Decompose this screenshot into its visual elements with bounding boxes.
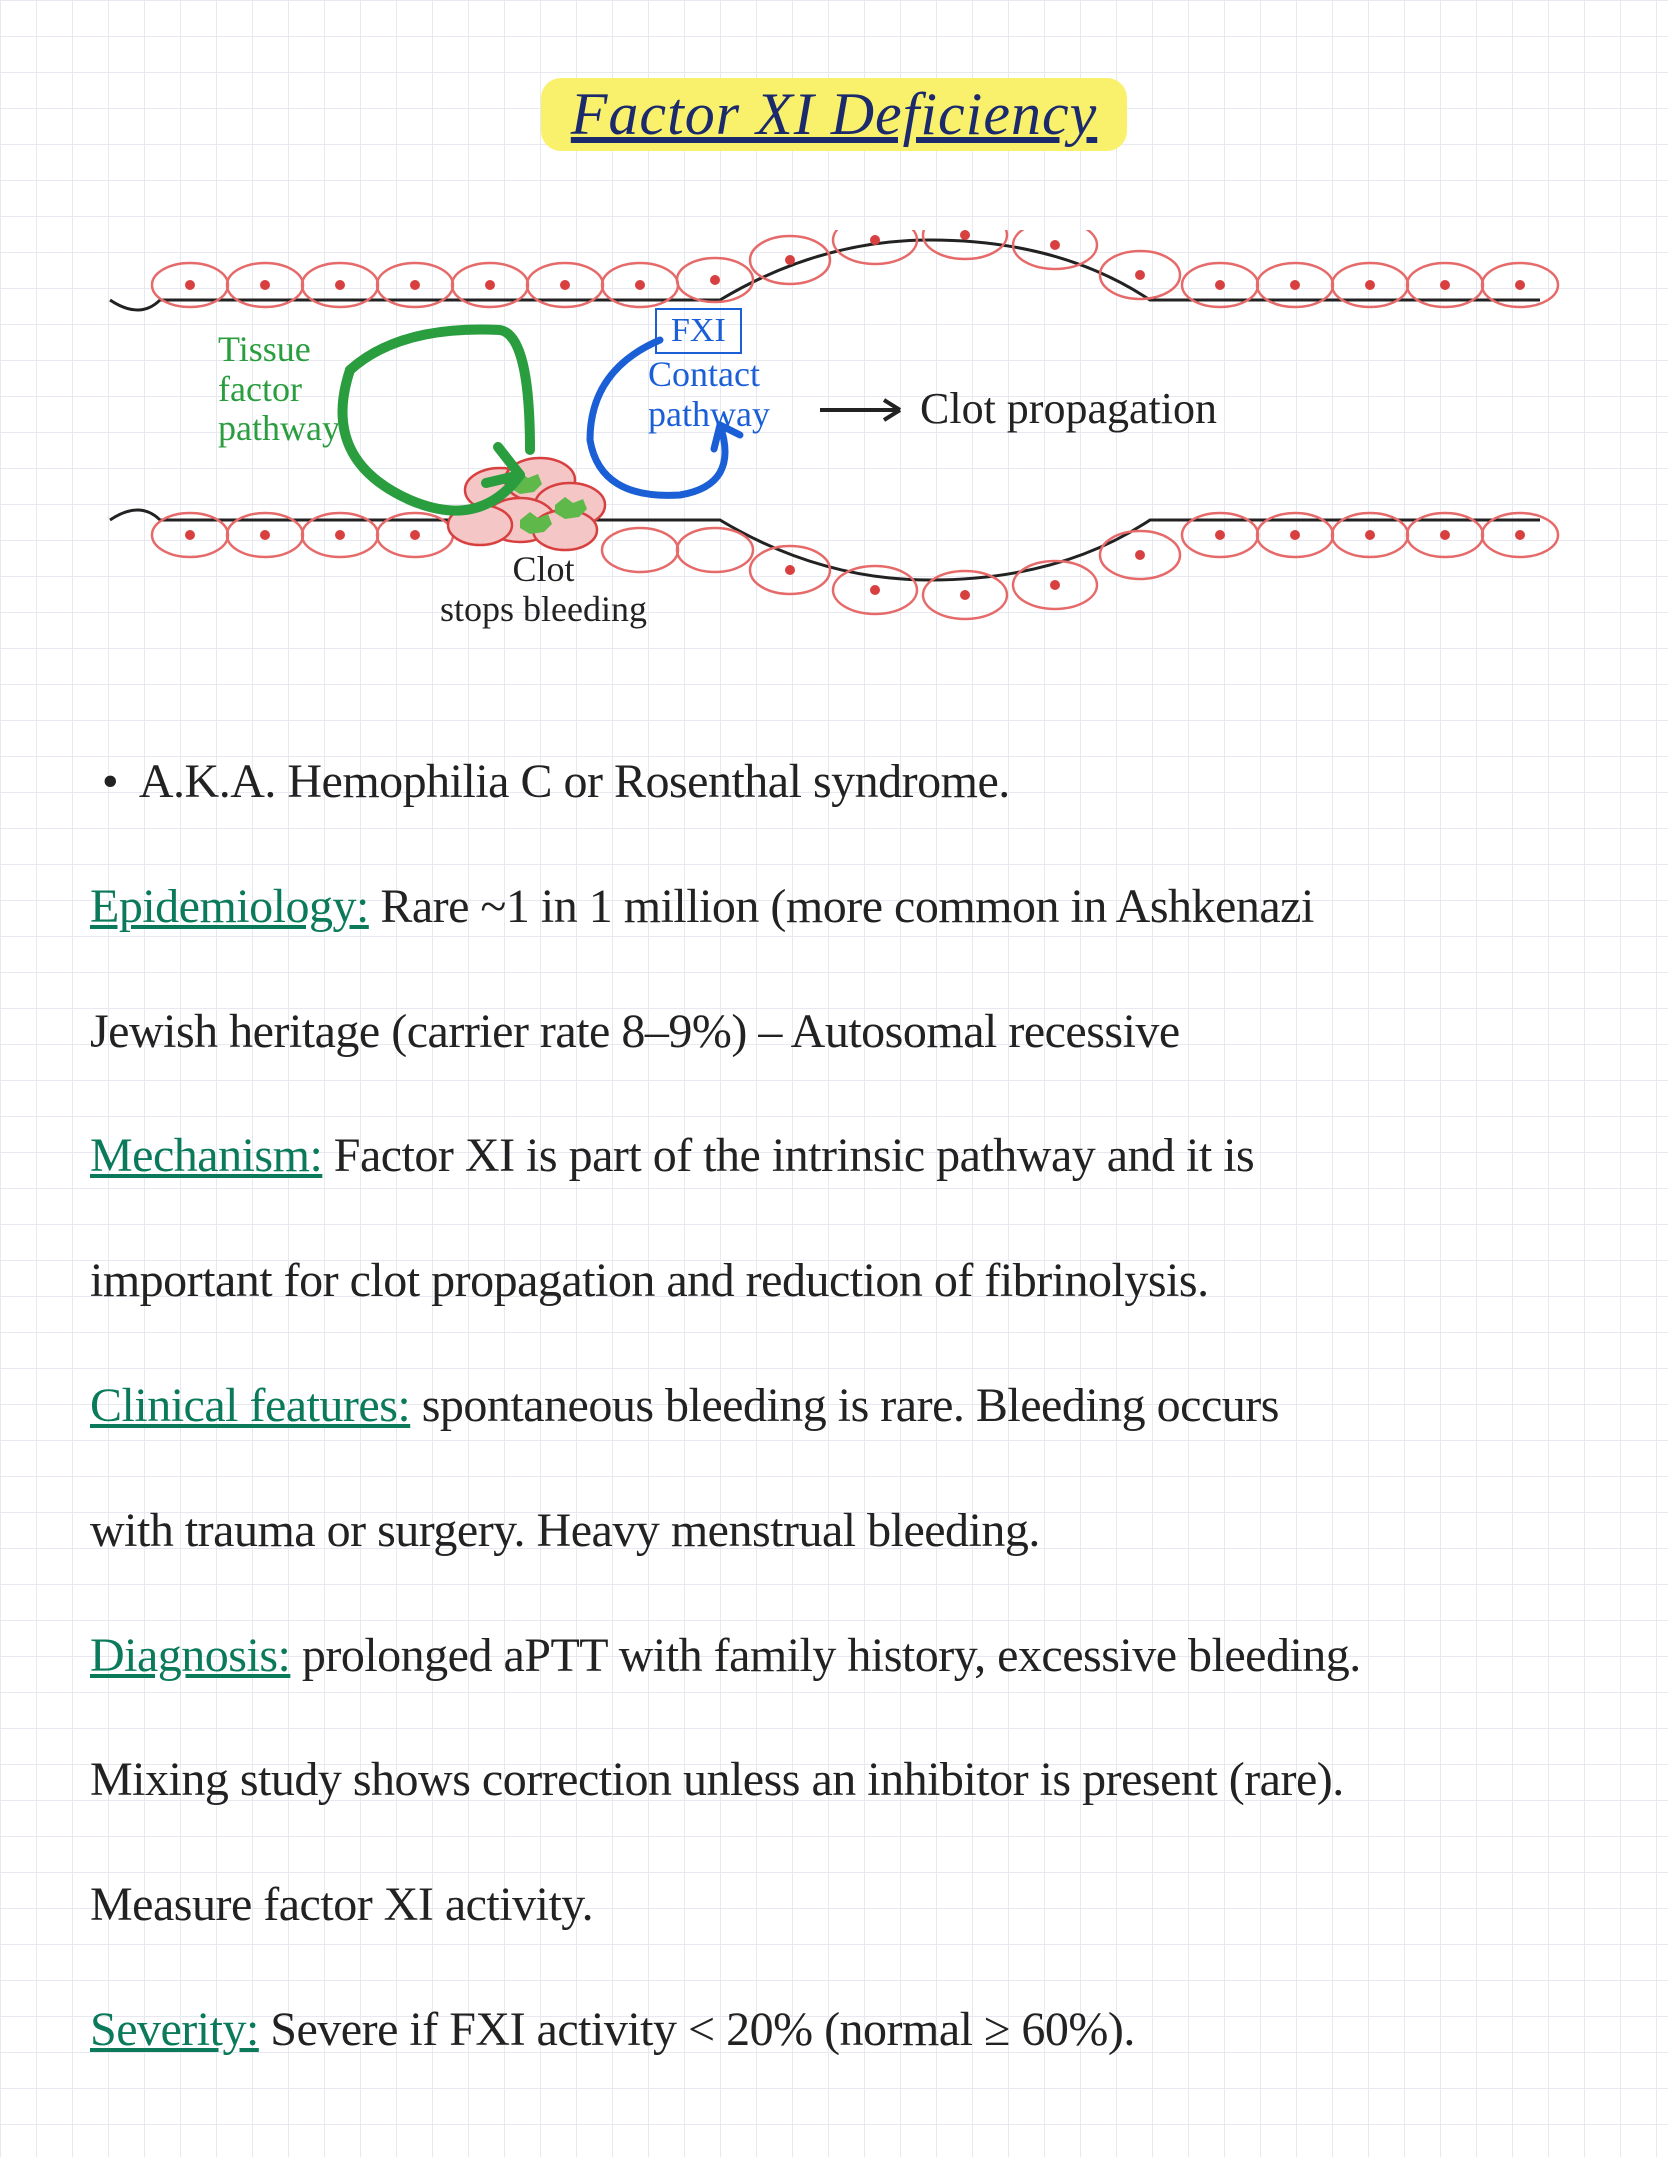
section-heading: Clinical features: (90, 1379, 410, 1432)
section-heading: Diagnosis: (90, 1629, 290, 1682)
cells-top (152, 230, 1558, 307)
note-text: important for clot propagation and reduc… (90, 1254, 1209, 1307)
bullet-icon: • (90, 720, 130, 845)
section-heading: Severity: (90, 2003, 259, 2056)
note-line: Severity: Severe if FXI activity < 20% (… (90, 1968, 1590, 2093)
note-text: spontaneous bleeding is rare. Bleeding o… (410, 1379, 1279, 1432)
note-line: Epidemiology: Rare ~1 in 1 million (more… (90, 845, 1590, 970)
note-line: Jewish heritage (carrier rate 8–9%) – Au… (90, 970, 1590, 1095)
note-line: Measure factor XI activity. (90, 1843, 1590, 1968)
note-line: • A.K.A. Hemophilia C or Rosenthal syndr… (90, 720, 1590, 845)
note-text: Factor XI is part of the intrinsic pathw… (322, 1129, 1254, 1182)
note-text: Jewish heritage (carrier rate 8–9%) – Au… (90, 1005, 1180, 1058)
note-text: Measure factor XI activity. (90, 1878, 593, 1931)
note-line: with trauma or surgery. Heavy menstrual … (90, 1469, 1590, 1594)
fxi-box-label: FXI (655, 308, 742, 354)
note-line: Diagnosis: prolonged aPTT with family hi… (90, 1594, 1590, 1719)
contact-pathway-label: Contact pathway (648, 355, 770, 434)
tissue-factor-arrowhead (486, 447, 520, 483)
section-heading: Mechanism: (90, 1129, 322, 1182)
note-line: Mixing study shows correction unless an … (90, 1718, 1590, 1843)
note-line: Clinical features: spontaneous bleeding … (90, 1344, 1590, 1469)
page-title-wrap: Factor XI Deficiency (0, 78, 1668, 151)
note-text: Severe if FXI activity < 20% (normal ≥ 6… (259, 2003, 1135, 2056)
title-highlight: Factor XI Deficiency (541, 78, 1127, 151)
note-text: Mixing study shows correction unless an … (90, 1753, 1344, 1806)
note-text: Rare ~1 in 1 million (more common in Ash… (369, 880, 1314, 933)
note-text: with trauma or surgery. Heavy menstrual … (90, 1504, 1040, 1557)
page-title: Factor XI Deficiency (571, 81, 1097, 147)
notes-body: • A.K.A. Hemophilia C or Rosenthal syndr… (90, 720, 1590, 2093)
vessel-diagram: Tissue factor pathway FXI Contact pathwa… (100, 230, 1570, 660)
note-line: Mechanism: Factor XI is part of the intr… (90, 1094, 1590, 1219)
note-line: important for clot propagation and reduc… (90, 1219, 1590, 1344)
cells-bottom (152, 513, 1558, 619)
clot-propagation-label: Clot propagation (920, 385, 1217, 433)
section-heading: Epidemiology: (90, 880, 369, 933)
tissue-factor-arrow-2 (350, 330, 530, 451)
note-text: A.K.A. Hemophilia C or Rosenthal syndrom… (139, 755, 1010, 808)
cell-dots-bottom (185, 530, 1525, 600)
note-text: prolonged aPTT with family history, exce… (290, 1629, 1360, 1682)
clot-stops-label: Clot stops bleeding (440, 550, 647, 629)
tissue-factor-label: Tissue factor pathway (218, 330, 340, 449)
